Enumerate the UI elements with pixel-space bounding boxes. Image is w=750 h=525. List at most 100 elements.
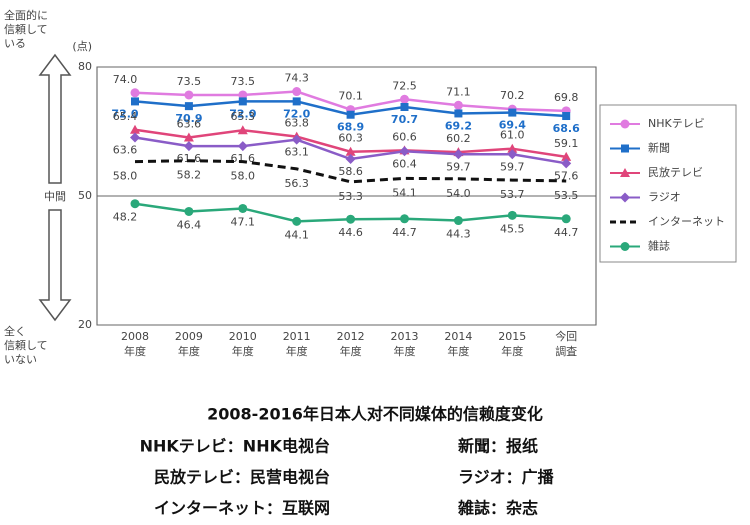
x-tick-label: 2010 年度 bbox=[229, 330, 257, 358]
data-label: 61.0 bbox=[500, 129, 525, 142]
x-tick-label: 2015 年度 bbox=[498, 330, 526, 358]
x-tick-label: 2011 年度 bbox=[283, 330, 311, 358]
data-label: 69.2 bbox=[445, 119, 472, 132]
point bbox=[562, 112, 571, 121]
legend-marker bbox=[620, 119, 630, 129]
data-label: 73.5 bbox=[177, 75, 202, 88]
caption-title: 2008-2016年日本人对不同媒体的信赖度变化 bbox=[207, 405, 543, 424]
data-label: 68.9 bbox=[337, 121, 364, 134]
data-label: 70.1 bbox=[338, 90, 363, 103]
point bbox=[183, 132, 194, 142]
point bbox=[561, 158, 572, 169]
data-label: 47.1 bbox=[231, 215, 256, 228]
scale-note: 中間 bbox=[44, 190, 66, 203]
x-tick-label: 今回調査 bbox=[555, 329, 577, 358]
data-label: 68.6 bbox=[553, 122, 580, 135]
legend-label: NHKテレビ bbox=[648, 117, 705, 130]
legend-marker bbox=[620, 192, 630, 203]
y-tick-label: 20 bbox=[78, 318, 92, 331]
scale-note: 全く信頼していない bbox=[4, 324, 48, 366]
caption-line: ラジオ：广播 bbox=[458, 468, 555, 487]
point bbox=[399, 146, 410, 157]
data-label: 70.9 bbox=[175, 112, 202, 125]
point bbox=[508, 108, 517, 117]
data-label: 60.2 bbox=[446, 132, 471, 145]
point bbox=[453, 149, 464, 160]
x-tick-label: 2009 年度 bbox=[175, 330, 203, 358]
data-label: 71.1 bbox=[446, 85, 471, 98]
point bbox=[561, 151, 572, 161]
data-label: 74.3 bbox=[284, 72, 309, 85]
legend-label: ラジオ bbox=[648, 191, 681, 204]
data-label: 60.3 bbox=[338, 132, 363, 145]
legend-marker bbox=[620, 242, 630, 251]
data-label: 74.0 bbox=[113, 73, 138, 86]
point bbox=[184, 102, 193, 111]
point bbox=[400, 94, 409, 104]
point bbox=[184, 206, 194, 216]
point bbox=[346, 110, 355, 119]
data-label: 70.7 bbox=[391, 113, 418, 126]
data-label: 72.5 bbox=[392, 79, 417, 92]
data-label: 59.7 bbox=[446, 160, 471, 173]
data-label: 44.3 bbox=[446, 228, 471, 241]
legend-box bbox=[599, 104, 737, 263]
point bbox=[131, 97, 139, 106]
legend-label: 雑誌 bbox=[648, 239, 670, 253]
x-tick-label: 2012 年度 bbox=[337, 330, 365, 358]
data-label: 58.6 bbox=[338, 165, 363, 178]
data-label: 44.1 bbox=[284, 228, 309, 241]
data-label: 72.0 bbox=[283, 107, 310, 120]
point bbox=[130, 124, 140, 134]
data-label: 63.6 bbox=[177, 118, 202, 131]
point bbox=[400, 214, 409, 224]
point bbox=[292, 87, 302, 97]
caption-line: インターネット：互联网 bbox=[154, 499, 330, 518]
data-label: 65.4 bbox=[113, 110, 138, 123]
data-label: 57.6 bbox=[554, 169, 579, 182]
scale-note: 全面的に信頼している bbox=[4, 8, 48, 50]
point bbox=[130, 199, 140, 209]
point bbox=[237, 141, 248, 152]
data-label: 58.2 bbox=[177, 169, 202, 182]
x-tick-label: 2013 年度 bbox=[391, 330, 419, 358]
point bbox=[561, 214, 571, 224]
data-label: 61.6 bbox=[177, 152, 202, 165]
series-line bbox=[134, 159, 567, 184]
caption-line: 新聞：报纸 bbox=[458, 437, 538, 456]
point bbox=[237, 125, 248, 135]
data-label: 46.4 bbox=[177, 218, 202, 231]
legend-label: インターネット bbox=[648, 215, 725, 228]
point bbox=[238, 203, 248, 213]
point bbox=[454, 109, 463, 118]
data-label: 58.0 bbox=[113, 170, 138, 183]
point bbox=[184, 90, 194, 100]
y-tick-label: 50 bbox=[78, 189, 92, 202]
data-label: 73.5 bbox=[231, 75, 256, 88]
data-label: 44.6 bbox=[338, 226, 363, 239]
arrow-down bbox=[38, 209, 72, 322]
point bbox=[238, 90, 248, 100]
data-label: 70.2 bbox=[500, 89, 525, 102]
y-unit: (点) bbox=[72, 40, 92, 53]
data-label: 72.0 bbox=[229, 107, 256, 120]
point bbox=[292, 216, 302, 226]
point bbox=[345, 146, 356, 156]
data-label: 61.6 bbox=[231, 152, 256, 165]
data-label: 53.7 bbox=[500, 188, 525, 201]
data-label: 54.1 bbox=[392, 186, 417, 199]
data-label: 59.1 bbox=[554, 137, 579, 150]
point bbox=[238, 97, 247, 106]
data-label: 60.6 bbox=[392, 130, 417, 143]
data-label: 54.0 bbox=[446, 187, 471, 200]
point bbox=[453, 100, 463, 110]
legend-label: 民放テレビ bbox=[648, 165, 703, 179]
data-label: 45.5 bbox=[500, 222, 525, 235]
legend-marker bbox=[621, 144, 629, 153]
point bbox=[292, 97, 301, 106]
point bbox=[183, 141, 194, 152]
data-label: 63.8 bbox=[284, 117, 309, 130]
point bbox=[507, 210, 517, 220]
point bbox=[507, 149, 518, 160]
